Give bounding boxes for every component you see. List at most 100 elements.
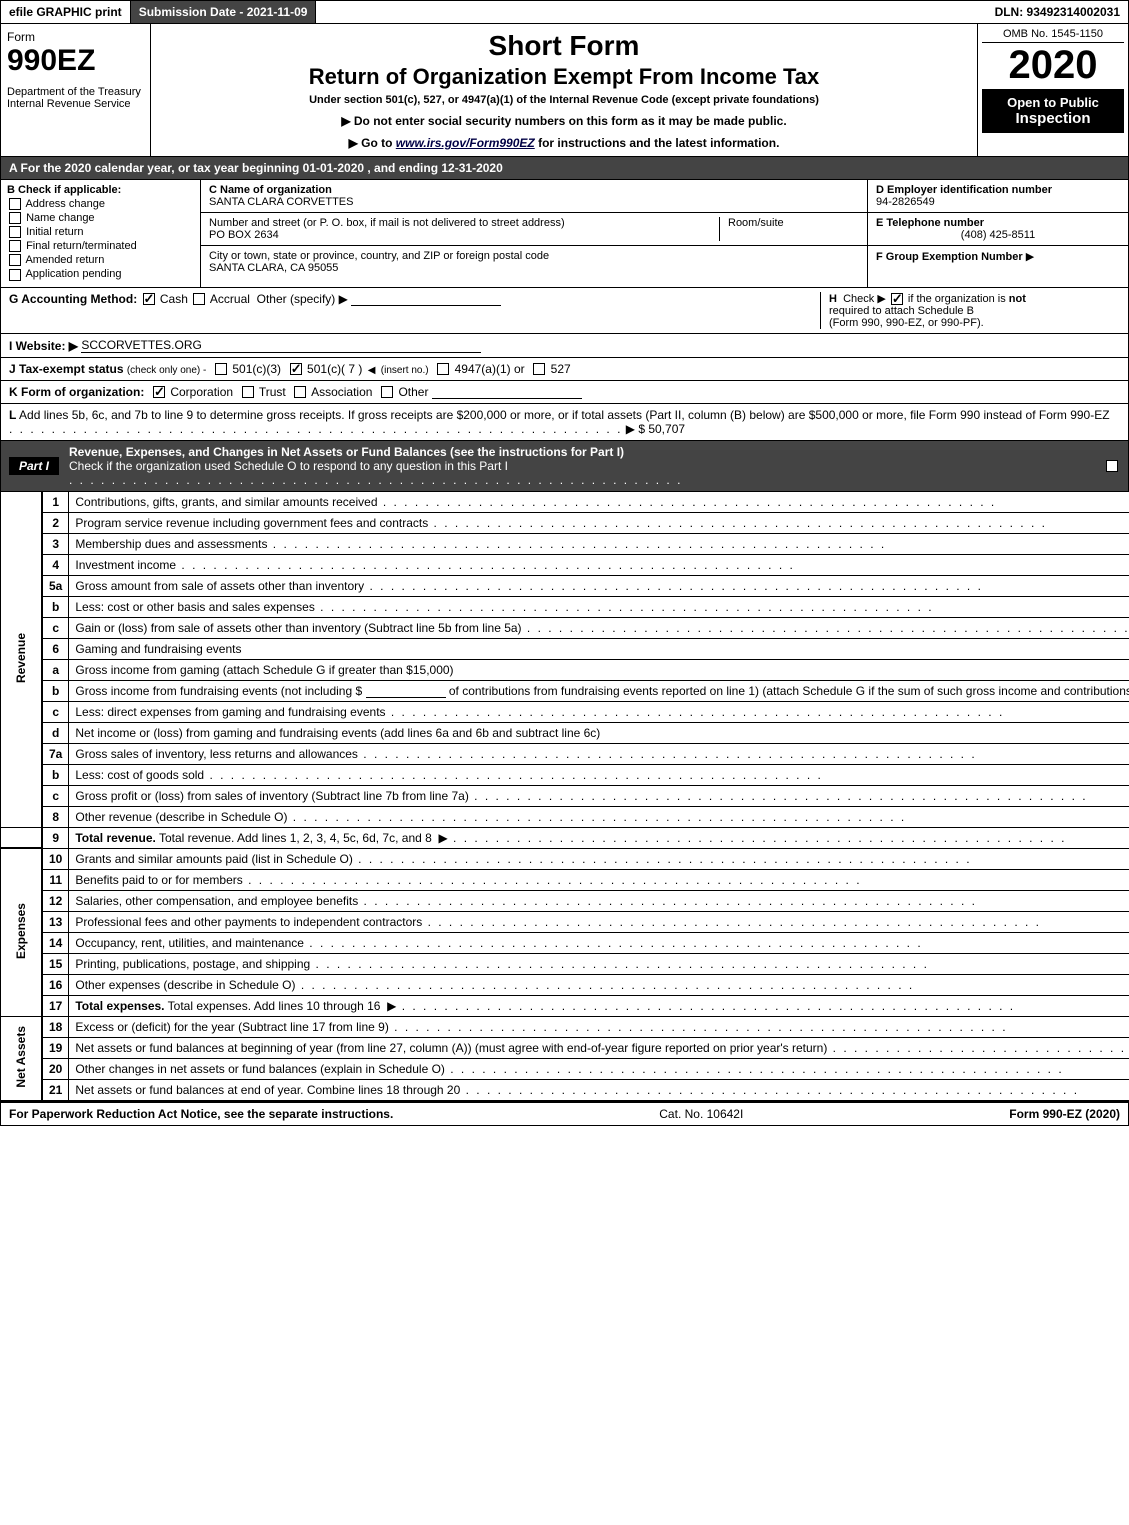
row-16: 16 Other expenses (describe in Schedule … [1, 974, 1129, 995]
l-amount: $ 50,707 [638, 422, 685, 436]
section-gh: G Accounting Method: Cash Accrual Other … [0, 288, 1129, 334]
accrual-label: Accrual [210, 292, 250, 306]
opt-4947: 4947(a)(1) or [455, 362, 525, 376]
h-text1: Check ▶ [843, 293, 886, 305]
row-3: 3 Membership dues and assessments 3 5,68… [1, 533, 1129, 554]
irs-link[interactable]: www.irs.gov/Form990EZ [396, 136, 535, 150]
street-label: Number and street (or P. O. box, if mail… [209, 217, 719, 229]
tax-year: 2020 [982, 45, 1124, 85]
ein-value: 94-2826549 [876, 196, 1120, 208]
row-5b: b Less: cost or other basis and sales ex… [1, 596, 1129, 617]
section-b: B Check if applicable: Address change Na… [1, 180, 201, 287]
opt-501c3: 501(c)(3) [232, 362, 281, 376]
check-501c3[interactable] [215, 363, 227, 375]
contrib-amount-field[interactable] [366, 697, 446, 698]
submission-date-cell: Submission Date - 2021-11-09 [131, 1, 317, 23]
check-name-change[interactable]: Name change [7, 212, 194, 224]
short-form-title: Short Form [161, 30, 967, 62]
submission-date-text: Submission Date - 2021-11-09 [139, 5, 308, 19]
other-label: Other (specify) ▶ [257, 292, 348, 306]
check-address-change[interactable]: Address change [7, 198, 194, 210]
check-trust[interactable] [242, 386, 254, 398]
group-arrow: ▶ [1026, 251, 1034, 263]
row-17: 17 Total expenses. Total expenses. Add l… [1, 995, 1129, 1016]
street-row: Number and street (or P. O. box, if mail… [201, 213, 867, 246]
j-sub: (check only one) - [127, 365, 206, 376]
note-ssn: ▶ Do not enter social security numbers o… [161, 114, 967, 128]
footer: For Paperwork Reduction Act Notice, see … [0, 1101, 1129, 1126]
row-10: Expenses 10 Grants and similar amounts p… [1, 848, 1129, 869]
main-title: Return of Organization Exempt From Incom… [161, 64, 967, 90]
opt-other: Other [398, 385, 428, 399]
row-21: 21 Net assets or fund balances at end of… [1, 1079, 1129, 1100]
cash-label: Cash [160, 292, 188, 306]
section-g: G Accounting Method: Cash Accrual Other … [9, 292, 820, 329]
h-label: H [829, 293, 837, 305]
section-bcd: B Check if applicable: Address change Na… [0, 180, 1129, 288]
ein-row: D Employer identification number 94-2826… [868, 180, 1128, 213]
row-2: 2 Program service revenue including gove… [1, 512, 1129, 533]
org-name-value: SANTA CLARA CORVETTES [209, 196, 353, 208]
part1-checkbox[interactable] [1106, 460, 1118, 472]
row-18: Net Assets 18 Excess or (deficit) for th… [1, 1016, 1129, 1037]
opt-527: 527 [551, 362, 571, 376]
check-application-pending[interactable]: Application pending [7, 268, 194, 280]
form-word: Form [7, 30, 144, 44]
period-text: A For the 2020 calendar year, or tax yea… [9, 161, 503, 175]
check-association[interactable] [294, 386, 306, 398]
part1-check-text: Check if the organization used Schedule … [69, 459, 508, 473]
check-schedule-b[interactable] [891, 293, 903, 305]
row-6: 6 Gaming and fundraising events [1, 638, 1129, 659]
row-9: 9 Total revenue. Total revenue. Add line… [1, 827, 1129, 848]
row-12: 12 Salaries, other compensation, and emp… [1, 890, 1129, 911]
check-initial-return[interactable]: Initial return [7, 226, 194, 238]
efile-text: efile GRAPHIC print [9, 5, 122, 19]
room-suite: Room/suite [719, 217, 859, 241]
part1-label: Part I [9, 457, 59, 475]
opt-501c: 501(c)( 7 ) [307, 362, 362, 376]
dln-text: DLN: 93492314002031 [995, 5, 1120, 19]
inspection-text: Inspection [986, 110, 1120, 127]
check-other[interactable] [381, 386, 393, 398]
section-c: C Name of organization SANTA CLARA CORVE… [201, 180, 868, 287]
row-11: 11 Benefits paid to or for members 11 [1, 869, 1129, 890]
city-value: SANTA CLARA, CA 95055 [209, 262, 549, 274]
efile-label: efile GRAPHIC print [1, 1, 131, 23]
row-4: 4 Investment income 4 24 [1, 554, 1129, 575]
row-5c: c Gain or (loss) from sale of assets oth… [1, 617, 1129, 638]
opt-corp: Corporation [170, 385, 233, 399]
row-15: 15 Printing, publications, postage, and … [1, 953, 1129, 974]
footer-center: Cat. No. 10642I [393, 1107, 1009, 1121]
section-b-title: B Check if applicable: [7, 184, 194, 196]
section-h: H Check ▶ if the organization is not req… [820, 292, 1120, 329]
row-19: 19 Net assets or fund balances at beginn… [1, 1037, 1129, 1058]
row-6d: d Net income or (loss) from gaming and f… [1, 722, 1129, 743]
dept-text: Department of the Treasury [7, 86, 141, 98]
section-j: J Tax-exempt status (check only one) - 5… [0, 358, 1129, 381]
group-label: F Group Exemption Number [876, 251, 1023, 263]
street-value: PO BOX 2634 [209, 229, 719, 241]
check-amended-return[interactable]: Amended return [7, 254, 194, 266]
check-4947[interactable] [437, 363, 449, 375]
check-501c[interactable] [290, 363, 302, 375]
other-org-field[interactable] [432, 398, 582, 399]
dln-cell: DLN: 93492314002031 [987, 1, 1128, 23]
phone-label: E Telephone number [876, 217, 1120, 229]
other-specify-field[interactable] [351, 305, 501, 306]
footer-left: For Paperwork Reduction Act Notice, see … [9, 1107, 393, 1121]
website-label: I Website: ▶ [9, 339, 78, 353]
omb-number: OMB No. 1545-1150 [982, 28, 1124, 43]
check-corporation[interactable] [153, 386, 165, 398]
note2-prefix: ▶ Go to [349, 136, 396, 150]
part1-checkbox-wrap [1104, 459, 1120, 473]
part1-check-line: Check if the organization used Schedule … [69, 459, 1104, 487]
subtitle: Under section 501(c), 527, or 4947(a)(1)… [161, 94, 967, 106]
check-cash[interactable] [143, 293, 155, 305]
check-527[interactable] [533, 363, 545, 375]
row-6b: b Gross income from fundraising events (… [1, 680, 1129, 701]
city-label: City or town, state or province, country… [209, 250, 549, 262]
website-value: SCCORVETTES.ORG [81, 338, 201, 352]
org-name-row: C Name of organization SANTA CLARA CORVE… [201, 180, 867, 213]
check-accrual[interactable] [193, 293, 205, 305]
check-final-return[interactable]: Final return/terminated [7, 240, 194, 252]
